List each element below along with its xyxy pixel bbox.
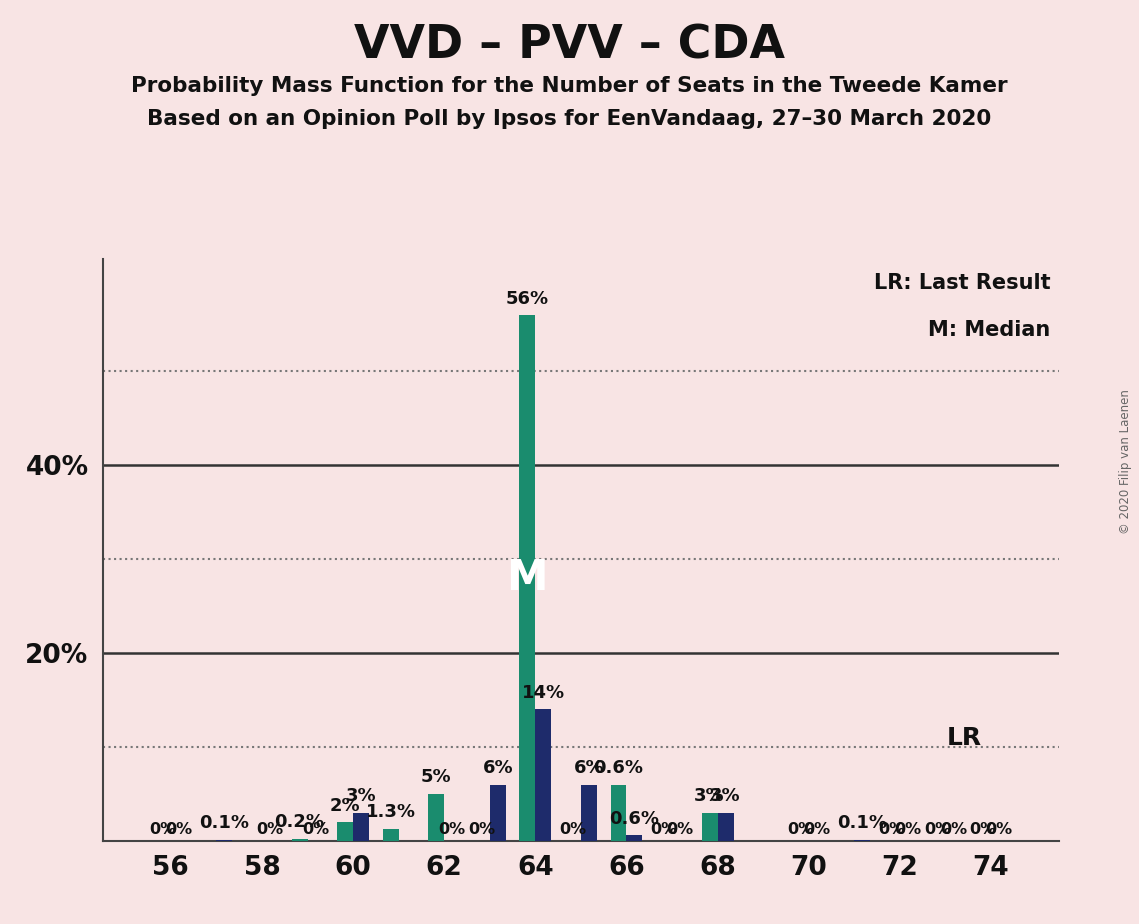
Bar: [702, 813, 718, 841]
Text: 0.2%: 0.2%: [274, 813, 325, 832]
Text: 0.1%: 0.1%: [199, 814, 249, 833]
Text: 6%: 6%: [574, 759, 604, 777]
Bar: [535, 710, 551, 841]
Text: 0%: 0%: [940, 822, 967, 837]
Text: Probability Mass Function for the Number of Seats in the Tweede Kamer: Probability Mass Function for the Number…: [131, 76, 1008, 96]
Text: 0%: 0%: [439, 822, 466, 837]
Text: 3%: 3%: [711, 787, 740, 805]
Text: 0%: 0%: [787, 822, 814, 837]
Text: © 2020 Filip van Laenen: © 2020 Filip van Laenen: [1118, 390, 1132, 534]
Text: 0%: 0%: [559, 822, 587, 837]
Bar: [383, 829, 399, 841]
Bar: [216, 840, 232, 841]
Bar: [626, 835, 642, 841]
Text: 6%: 6%: [483, 759, 513, 777]
Bar: [490, 784, 506, 841]
Text: 0%: 0%: [878, 822, 906, 837]
Text: 2%: 2%: [330, 796, 360, 815]
Text: 0%: 0%: [666, 822, 694, 837]
Bar: [428, 794, 444, 841]
Bar: [337, 822, 353, 841]
Text: 3%: 3%: [346, 787, 376, 805]
Text: 5%: 5%: [421, 769, 451, 786]
Text: 0%: 0%: [803, 822, 830, 837]
Text: 0%: 0%: [985, 822, 1013, 837]
Bar: [353, 813, 369, 841]
Text: 56%: 56%: [506, 289, 549, 308]
Text: 0%: 0%: [468, 822, 495, 837]
Text: VVD – PVV – CDA: VVD – PVV – CDA: [354, 23, 785, 68]
Bar: [611, 784, 626, 841]
Text: 0%: 0%: [165, 822, 192, 837]
Text: Based on an Opinion Poll by Ipsos for EenVandaag, 27–30 March 2020: Based on an Opinion Poll by Ipsos for Ee…: [147, 109, 992, 129]
Text: 0%: 0%: [650, 822, 678, 837]
Bar: [581, 784, 597, 841]
Text: M: Median: M: Median: [928, 320, 1050, 340]
Text: 0%: 0%: [256, 822, 284, 837]
Text: 0%: 0%: [969, 822, 997, 837]
Bar: [718, 813, 734, 841]
Bar: [519, 315, 535, 841]
Text: 3%: 3%: [695, 787, 724, 805]
Text: 1.3%: 1.3%: [366, 803, 416, 821]
Text: LR: Last Result: LR: Last Result: [874, 273, 1050, 293]
Text: 0%: 0%: [924, 822, 951, 837]
Text: 0%: 0%: [302, 822, 329, 837]
Text: 14%: 14%: [522, 684, 565, 702]
Text: 0.1%: 0.1%: [837, 814, 887, 833]
Text: 0%: 0%: [894, 822, 921, 837]
Text: 0%: 0%: [149, 822, 177, 837]
Bar: [854, 840, 870, 841]
Bar: [292, 839, 308, 841]
Text: 0.6%: 0.6%: [593, 759, 644, 777]
Text: 0.6%: 0.6%: [609, 809, 659, 828]
Text: M: M: [507, 557, 548, 599]
Text: LR: LR: [947, 725, 982, 749]
